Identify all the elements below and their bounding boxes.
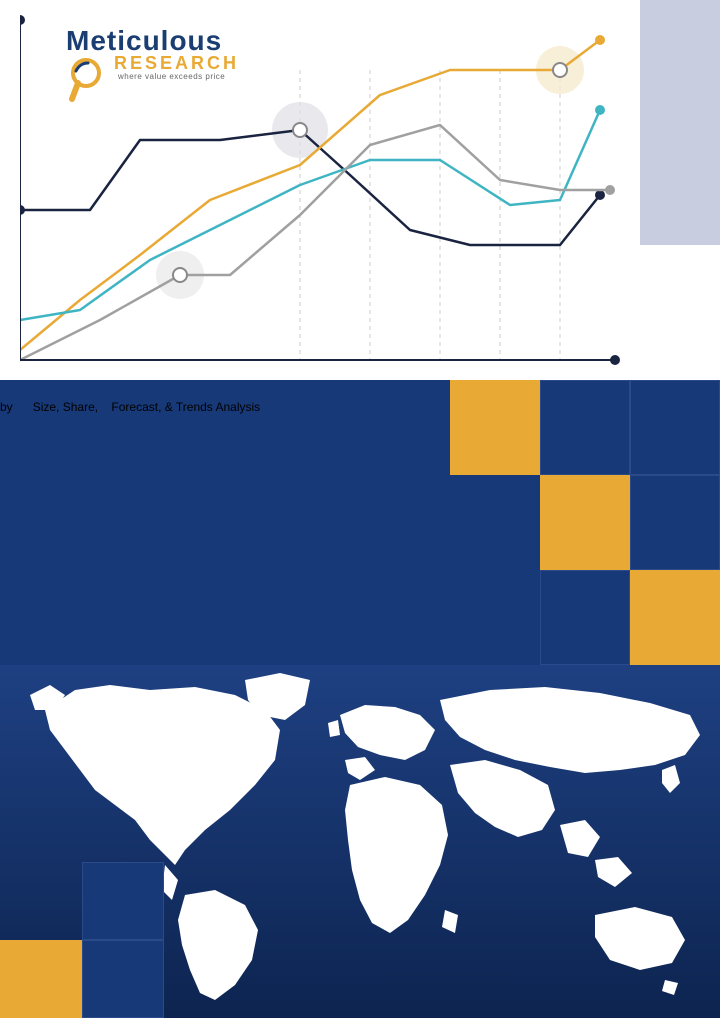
brand-logo: Meticulous RESEARCH where value exceeds … — [38, 25, 239, 81]
logo-sub-text: RESEARCH — [114, 53, 239, 74]
accent-cell — [540, 570, 630, 665]
accent-cell — [450, 380, 540, 475]
top-right-accent-box — [640, 0, 720, 245]
accent-cell — [540, 380, 630, 475]
accent-cell — [540, 475, 630, 570]
title-seg-3: Forecast, & Trends Analysis — [111, 400, 260, 414]
accent-cell — [82, 862, 164, 940]
magnifier-icon — [68, 57, 108, 105]
title-seg-1: by — [0, 400, 13, 414]
accent-cell — [630, 475, 720, 570]
title-seg-2: Size, Share, — [33, 400, 98, 414]
report-title-text: by Size, Share, Forecast, & Trends Analy… — [0, 400, 260, 414]
accent-cell — [630, 570, 720, 665]
accent-cell — [630, 380, 720, 475]
accent-cell — [82, 940, 164, 1018]
chart-section: Meticulous RESEARCH where value exceeds … — [0, 0, 720, 380]
accent-cell — [0, 940, 82, 1018]
